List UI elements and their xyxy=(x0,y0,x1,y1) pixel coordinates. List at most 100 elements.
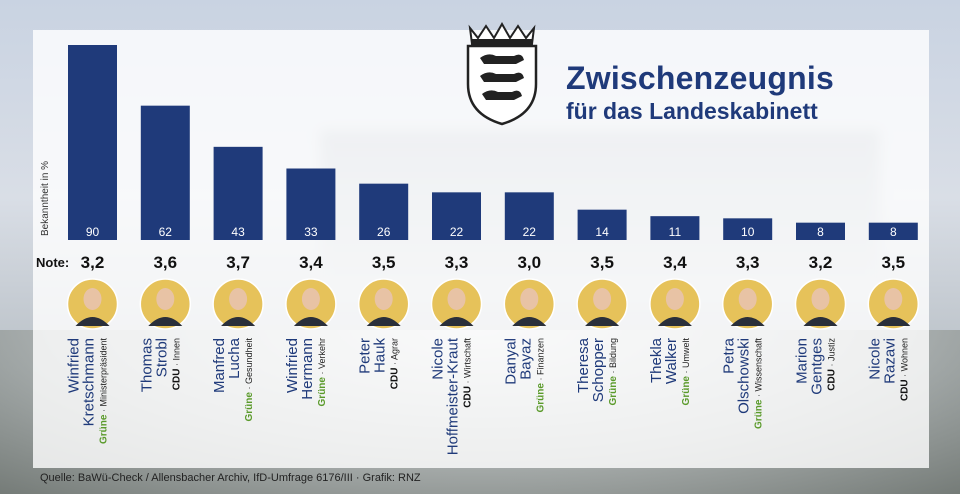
person-last-name: Hauk xyxy=(372,338,389,374)
chart-title: Zwischenzeugnis xyxy=(566,60,834,96)
person-party-role: Grüne · Finanzen xyxy=(535,338,546,412)
portrait-body xyxy=(585,317,620,326)
person-last-name: Hoffmeister-Kraut xyxy=(445,337,462,455)
bar-value-label: 11 xyxy=(669,225,682,239)
person-first-name: Winfried xyxy=(66,338,83,393)
grade-label: 3,5 xyxy=(372,253,396,272)
person-party-role: Grüne · Ministerpräsident xyxy=(99,338,110,444)
person-first-name: Thomas xyxy=(138,338,155,392)
person-party-role: Grüne · Verkehr xyxy=(317,338,328,406)
person-party-role: CDU · Innen xyxy=(171,338,182,390)
person-last-name: Bayaz xyxy=(517,338,534,380)
bar-value-label: 62 xyxy=(159,225,173,239)
portrait-face xyxy=(447,288,466,310)
grade-label: 3,3 xyxy=(445,253,469,272)
bar xyxy=(577,209,627,240)
source-note: Quelle: BaWü-Check / Allensbacher Archiv… xyxy=(40,472,421,484)
person-party-role: CDU · Wirtschaft xyxy=(463,338,474,408)
person-first-name: Thekla xyxy=(648,337,665,383)
person-last-name: Gentges xyxy=(809,338,826,395)
portrait-face xyxy=(374,288,393,310)
person-first-name: Winfried xyxy=(284,338,301,393)
bar-value-label: 90 xyxy=(86,225,100,239)
portrait-body xyxy=(148,317,183,326)
person-first-name: Theresa xyxy=(575,337,592,393)
person-party-role: Grüne · Gesundheit xyxy=(244,338,255,422)
person-first-name: Petra xyxy=(721,337,738,374)
grade-label: 3,0 xyxy=(517,253,541,272)
person-party-role: CDU · Wohnen xyxy=(899,338,910,401)
person-first-name: Marion xyxy=(794,338,811,384)
person-last-name: Strobl xyxy=(153,338,170,377)
portrait-face xyxy=(738,288,757,310)
grade-label: 3,3 xyxy=(736,253,760,272)
person-last-name: Kretschmann xyxy=(81,338,98,426)
portrait-face xyxy=(301,288,320,310)
grade-label: 3,4 xyxy=(663,253,687,272)
grade-label: 3,5 xyxy=(881,253,905,272)
person-last-name: Hermann xyxy=(299,338,316,400)
person-party-role: Grüne · Umwelt xyxy=(681,338,692,406)
person-party-role: Grüne · Bildung xyxy=(608,338,619,405)
bar-value-label: 22 xyxy=(523,225,537,239)
portrait-body xyxy=(512,317,547,326)
grade-label: 3,4 xyxy=(299,253,323,272)
portrait-face xyxy=(593,288,612,310)
portrait-face xyxy=(665,288,684,310)
person-first-name: Nicole xyxy=(430,338,447,380)
portrait-body xyxy=(75,317,110,326)
coat-of-arms-icon xyxy=(466,22,538,126)
bar-value-label: 14 xyxy=(595,225,609,239)
bar xyxy=(432,192,481,240)
bar xyxy=(213,146,263,240)
chart-subtitle: für das Landeskabinett xyxy=(566,98,818,124)
bar-value-label: 8 xyxy=(890,225,897,239)
bar xyxy=(650,216,700,240)
person-last-name: Walker xyxy=(663,338,680,384)
bar-value-label: 8 xyxy=(817,225,824,239)
person-party-role: CDU · Justiz xyxy=(827,338,838,391)
person-first-name: Danyal xyxy=(502,338,519,385)
portrait-face xyxy=(520,288,539,310)
person-first-name: Nicole xyxy=(866,338,883,380)
bar xyxy=(68,45,117,240)
portrait-body xyxy=(366,317,401,326)
portrait-body xyxy=(657,317,692,326)
grade-label: 3,2 xyxy=(81,253,105,272)
bar xyxy=(359,183,409,240)
person-last-name: Olschowski xyxy=(736,338,753,414)
bar-value-label: 33 xyxy=(304,225,318,239)
portrait-body xyxy=(803,317,838,326)
portrait-body xyxy=(730,317,765,326)
portrait-body xyxy=(293,317,328,326)
grade-label: 3,2 xyxy=(809,253,833,272)
person-last-name: Razavi xyxy=(881,338,898,384)
portrait-face xyxy=(83,288,102,310)
grade-label: 3,5 xyxy=(590,253,614,272)
person-party-role: Grüne · Wissenschaft xyxy=(754,338,765,429)
portrait-body xyxy=(439,317,474,326)
bar xyxy=(796,222,845,240)
grade-label: 3,7 xyxy=(226,253,250,272)
portrait-face xyxy=(811,288,830,310)
bar xyxy=(504,192,554,240)
person-party-role: CDU · Agrar xyxy=(390,338,401,389)
portrait-body xyxy=(876,317,911,326)
grade-label: 3,6 xyxy=(153,253,177,272)
bar-value-label: 22 xyxy=(450,225,464,239)
portrait-face xyxy=(156,288,175,310)
bar xyxy=(286,168,336,240)
portrait-face xyxy=(229,288,248,310)
bar-value-label: 26 xyxy=(377,225,391,239)
